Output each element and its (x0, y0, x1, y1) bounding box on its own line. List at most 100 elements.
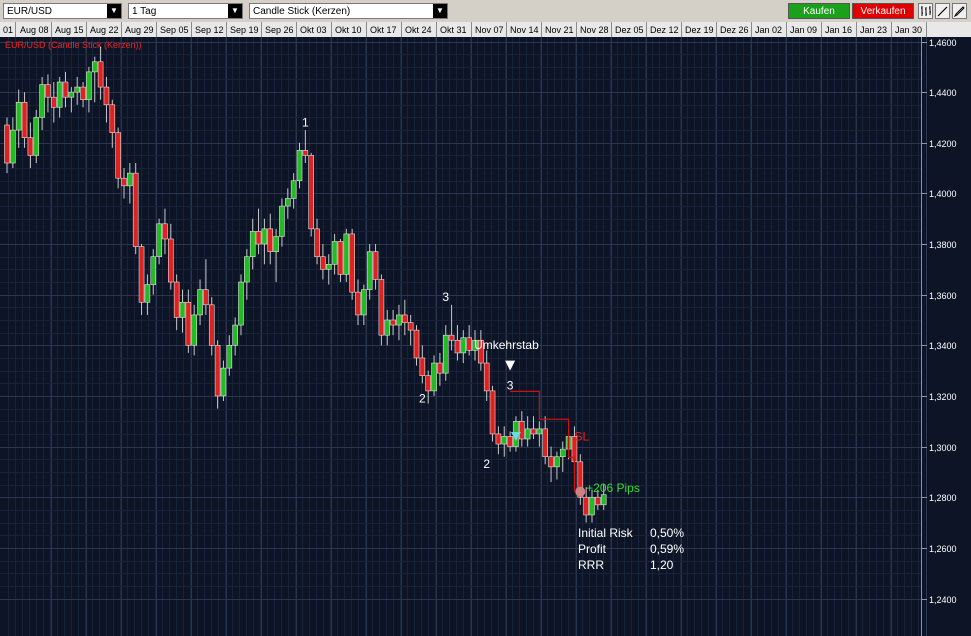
candles (4, 46, 607, 523)
candle-body (80, 86, 86, 101)
price-tick-label: 1,3400 (929, 341, 957, 351)
candle-body (27, 137, 34, 156)
candle-body (401, 314, 408, 323)
candle-body (366, 251, 373, 290)
stat-label: Profit (578, 542, 607, 556)
candle-body (337, 241, 344, 275)
date-tick-label: Sep 05 (160, 25, 189, 35)
candle-body (45, 84, 51, 98)
candle-body (518, 420, 525, 440)
candle-body (536, 428, 543, 435)
price-axis-panel (922, 37, 971, 636)
candle-body (249, 231, 256, 258)
date-tick-label: 01 (3, 25, 13, 35)
chart-annotation: 2 (419, 391, 426, 405)
symbol-select[interactable]: EUR/USD ▼ (3, 3, 122, 19)
date-tick-label: Aug 15 (55, 25, 84, 35)
candle-body (10, 129, 16, 164)
period-select[interactable]: 1 Tag ▼ (128, 3, 243, 19)
chart-background (0, 22, 971, 636)
candle-body (39, 84, 45, 118)
candle-body (559, 448, 566, 458)
draw-icon[interactable] (952, 3, 967, 19)
sell-button[interactable]: Verkaufen (852, 3, 914, 19)
candle-body (349, 233, 355, 293)
candle-body (296, 150, 303, 182)
candle-body (542, 428, 549, 458)
candle-body (583, 496, 589, 516)
date-tick-label: Dez 19 (685, 25, 714, 35)
candle-body (413, 329, 420, 359)
date-tick-label: Jan 30 (895, 25, 922, 35)
price-chart[interactable]: 01 Aug 08 Aug 15 Aug 22 Aug 29 Sep 05 Sep 12 Se… (0, 22, 971, 636)
candle-body (173, 281, 180, 318)
trendline-icon[interactable] (935, 3, 950, 19)
candle-body (548, 456, 554, 468)
candle-body (390, 319, 396, 326)
chart-annotation: +206 Pips (586, 481, 640, 495)
entry-triangle-icon (510, 431, 521, 441)
chevron-down-icon[interactable]: ▼ (228, 4, 242, 18)
candle-body (554, 456, 560, 468)
candle-body (21, 101, 28, 139)
candle-body (261, 228, 268, 245)
chevron-down-icon[interactable]: ▼ (107, 4, 121, 18)
date-tick-label: Jan 02 (755, 25, 782, 35)
candle-body (232, 324, 238, 346)
price-tick-label: 1,2600 (929, 544, 957, 554)
candle-body (524, 428, 531, 440)
candle-body (203, 289, 209, 306)
candle-body (431, 362, 437, 392)
candle-body (127, 172, 133, 187)
candle-body (454, 339, 461, 354)
price-tick-label: 1,2400 (929, 595, 957, 605)
bar-chart-icon[interactable] (918, 3, 933, 19)
candle-body (314, 228, 320, 258)
candle-body (62, 81, 69, 98)
candle-body (150, 256, 157, 285)
date-tick-label: Okt 31 (440, 25, 467, 35)
date-tick-label: Sep 19 (230, 25, 259, 35)
candle-body (343, 233, 350, 275)
chart-annotation: 3 (507, 379, 514, 393)
period-value: 1 Tag (132, 6, 157, 17)
price-tick-label: 1,3800 (929, 240, 957, 250)
date-tick-label: Aug 08 (20, 25, 49, 35)
date-tick-label: Nov 14 (510, 25, 539, 35)
candle-body (226, 345, 233, 369)
date-tick-label: Nov 28 (580, 25, 609, 35)
candle-body (4, 124, 10, 164)
chart-instrument-label: EUR/USD (Candle Stick (Kerzen)) (5, 40, 142, 50)
trade-stats: Initial Risk 0,50% Profit 0,59% RRR 1,20 (578, 526, 684, 572)
candle-body (86, 71, 92, 101)
date-tick-label: Nov 21 (545, 25, 574, 35)
candle-body (15, 101, 22, 131)
price-tick-label: 1,4400 (929, 88, 957, 98)
candle-body (273, 236, 279, 252)
candle-body (589, 496, 595, 516)
candle-body (372, 251, 379, 280)
buy-button[interactable]: Kaufen (788, 3, 850, 19)
date-tick-label: Dez 12 (650, 25, 679, 35)
candle-body (74, 86, 80, 93)
stop-loss-line (510, 390, 576, 492)
candle-body (425, 375, 432, 392)
chart-type-select[interactable]: Candle Stick (Kerzen) ▼ (249, 3, 448, 19)
candle-body (197, 289, 203, 316)
chevron-down-icon[interactable]: ▼ (433, 4, 447, 18)
candle-body (577, 461, 584, 498)
candle-body (448, 334, 455, 341)
price-tick-label: 1,3200 (929, 392, 957, 402)
chart-annotation: 3 (442, 290, 449, 304)
candle-body (255, 231, 262, 245)
candle-body (191, 314, 197, 346)
candle-body (466, 337, 472, 351)
candle-body (162, 223, 168, 240)
chart-type-value: Candle Stick (Kerzen) (253, 6, 351, 17)
price-tick-label: 1,3000 (929, 443, 957, 453)
candle-body (489, 390, 496, 435)
candle-body (179, 301, 186, 318)
date-tick-label: Sep 26 (265, 25, 294, 35)
candle-body (121, 177, 127, 187)
overlays: 1 2 3 Umkehrstab 3 2 SL +206 Pips (302, 115, 640, 497)
